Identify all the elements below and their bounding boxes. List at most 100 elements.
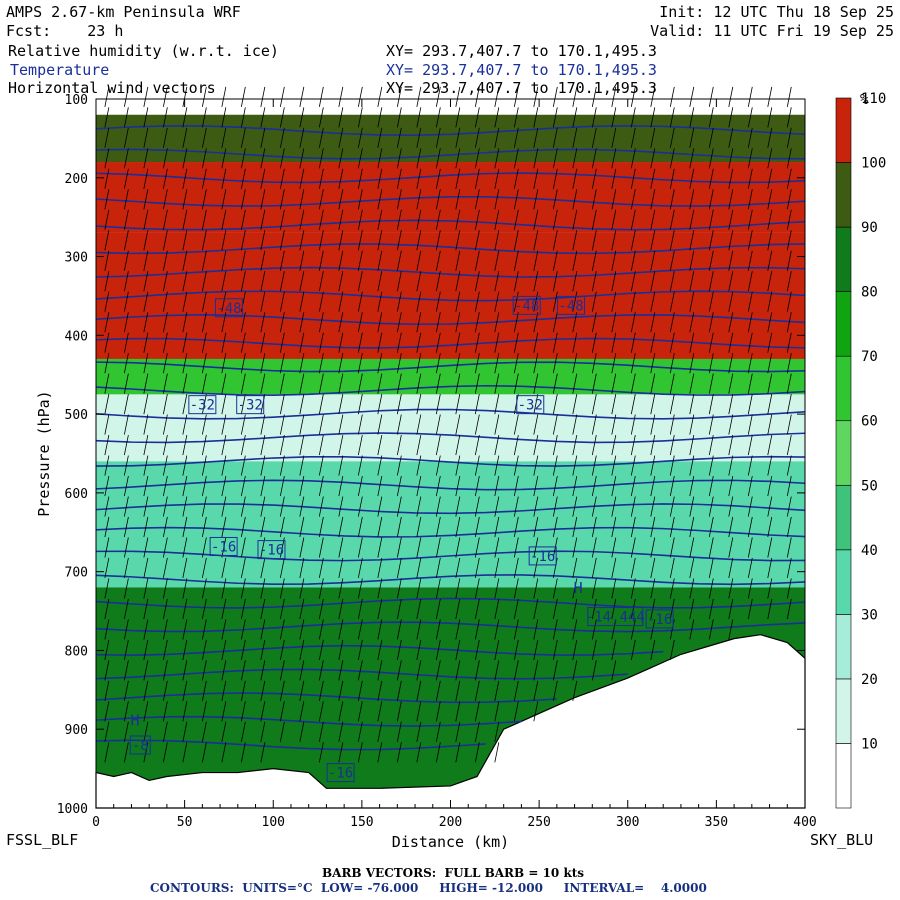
wind-barb [299,394,305,415]
wind-barb [455,701,461,722]
temperature-contour-label: -8 [132,738,149,754]
wind-barb [533,332,539,353]
wind-barb [708,332,714,353]
wind-barb [552,414,558,435]
wind-barb [435,598,441,620]
wind-barb [650,619,656,640]
wind-barb [728,455,734,476]
wind-barb [182,107,188,128]
wind-barb [786,434,792,456]
wind-barb [260,291,266,312]
wind-barb [572,434,578,456]
wind-barb [767,86,773,107]
wind-barb [513,353,519,374]
wind-barb [572,168,578,189]
wind-barb [182,434,188,456]
wind-barb [123,701,129,722]
temperature-label-box [257,540,286,560]
wind-barb [123,148,129,169]
wind-barb [299,353,305,374]
wind-barb [786,516,792,538]
wind-barb [260,721,266,742]
x-tick-label: 0 [92,815,100,830]
wind-barb [279,209,285,230]
wind-barb [650,496,656,517]
wind-barb [474,168,480,189]
wind-barb [338,394,344,415]
wind-barb [435,721,441,742]
wind-barb [299,516,305,538]
wind-barb [611,189,617,210]
wind-barb [104,148,110,169]
wind-barb [708,86,714,107]
wind-barb [650,250,656,271]
wind-barb [143,230,149,251]
wind-barb [455,475,461,497]
wind-barb [201,660,207,681]
wind-barb [318,721,324,742]
wind-barb [435,86,441,107]
wind-barb [572,516,578,538]
wind-barb [513,414,519,435]
temperature-label-box [557,295,586,315]
wind-barb [279,148,285,169]
wind-barb [240,148,246,169]
wind-barb [221,578,227,599]
wind-barb [338,189,344,210]
wind-barb [104,86,110,107]
wind-barb [533,701,539,722]
wind-barb [494,353,500,374]
wind-barb [396,619,402,640]
wind-barb [708,168,714,189]
wind-barb [104,557,110,579]
temperature-contour-line [95,196,806,207]
wind-barb [396,557,402,579]
wind-barb [143,619,149,640]
wind-barb [611,127,617,148]
wind-barb [669,189,675,210]
wind-barb [552,107,558,128]
wind-barb [689,475,695,497]
wind-barb [591,271,597,292]
wind-barb [201,475,207,497]
wind-barb [474,660,480,681]
wind-barb [591,353,597,374]
wind-barb [182,373,188,394]
wind-barb [552,271,558,292]
wind-barb [221,742,227,763]
colorbar-level-label: 20 [861,672,878,688]
barb-legend: BARB VECTORS: FULL BARB = 10 kts [322,866,585,880]
wind-barb [299,598,305,620]
wind-barb [572,209,578,230]
wind-barb [240,353,246,374]
wind-barb [143,742,149,763]
wind-barb [162,701,168,722]
wind-barb [513,230,519,251]
wind-barb [533,86,539,107]
wind-barb [104,414,110,435]
wind-barb [474,250,480,271]
wind-barb [104,721,110,742]
wind-barb [572,291,578,312]
wind-barb [357,107,363,128]
wind-barb [357,332,363,353]
wind-barb [318,127,324,148]
wind-barb [591,414,597,435]
wind-barb [201,394,207,415]
wind-barb [396,332,402,353]
wind-barb [474,619,480,640]
wind-barb [143,332,149,353]
wind-barb [201,209,207,230]
wind-barb [162,312,168,333]
wind-barb [552,168,558,189]
x-tick-label: 150 [350,815,373,830]
wind-barb [221,189,227,210]
wind-barb [455,578,461,599]
wind-barb [728,168,734,189]
wind-barb [318,373,324,394]
wind-barb [123,353,129,374]
wind-barb [494,721,500,742]
wind-barb [591,660,597,681]
wind-barb [689,291,695,312]
wind-barb [630,312,636,333]
